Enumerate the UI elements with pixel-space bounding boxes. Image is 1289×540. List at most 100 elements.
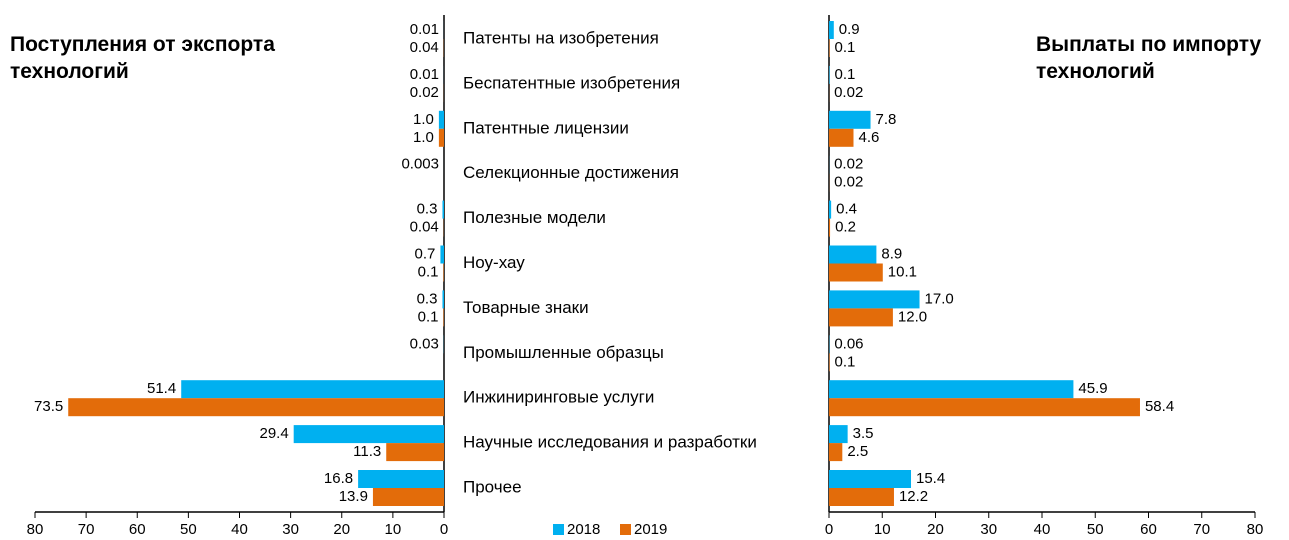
x-tick-label: 20 <box>927 521 944 538</box>
value-label: 0.01 <box>410 21 439 38</box>
value-label: 0.2 <box>835 219 856 236</box>
bar <box>293 425 444 444</box>
bar <box>829 128 854 147</box>
value-label: 12.2 <box>899 488 928 505</box>
value-label: 2.5 <box>847 443 868 460</box>
value-label: 3.5 <box>853 425 874 442</box>
category-label: Патентные лицензии <box>463 118 629 137</box>
bar <box>829 200 832 219</box>
value-label: 0.3 <box>417 201 438 218</box>
bar <box>829 290 920 309</box>
x-tick-label: 30 <box>980 521 997 538</box>
value-label: 45.9 <box>1078 380 1107 397</box>
value-label: 11.3 <box>353 443 381 460</box>
bar <box>829 65 830 84</box>
bar <box>829 443 843 462</box>
value-label: 0.04 <box>410 219 439 236</box>
x-tick-label: 20 <box>333 521 350 538</box>
legend-swatch <box>553 524 564 535</box>
x-tick-label: 50 <box>180 521 197 538</box>
bar <box>372 488 444 506</box>
category-label: Селекционные достижения <box>463 163 679 182</box>
value-label: 16.8 <box>324 470 353 487</box>
value-label: 0.1 <box>418 308 439 325</box>
x-tick-label: 10 <box>874 521 891 538</box>
bar <box>829 488 894 506</box>
x-tick-label: 0 <box>440 521 448 538</box>
bar <box>358 470 444 488</box>
legend-label: 2018 <box>567 521 600 538</box>
value-label: 0.1 <box>418 263 439 280</box>
value-label: 8.9 <box>881 245 902 262</box>
bar <box>829 21 834 39</box>
value-label: 0.7 <box>415 245 436 262</box>
bar <box>829 110 871 129</box>
right-title: Выплаты по импорту технологий <box>1036 33 1262 83</box>
value-label: 4.6 <box>858 129 879 146</box>
x-tick-label: 40 <box>231 521 248 538</box>
x-tick-label: 70 <box>1193 521 1210 538</box>
x-tick-label: 40 <box>1034 521 1051 538</box>
value-label: 0.01 <box>410 66 439 83</box>
value-label: 10.1 <box>888 263 917 280</box>
category-label: Товарные знаки <box>463 298 589 317</box>
category-label: Научные исследования и разработки <box>463 433 757 452</box>
bar <box>386 443 444 462</box>
value-label: 73.5 <box>34 398 63 415</box>
value-label: 58.4 <box>1145 398 1174 415</box>
bar <box>829 470 912 488</box>
category-label: Патенты на изобретения <box>463 28 659 47</box>
bar <box>443 263 444 282</box>
legend-label: 2019 <box>634 521 667 538</box>
value-label: 0.9 <box>839 21 860 38</box>
value-label: 29.4 <box>259 425 288 442</box>
value-label: 0.06 <box>834 335 863 352</box>
category-label: Беспатентные изобретения <box>463 73 680 92</box>
value-label: 17.0 <box>925 290 954 307</box>
bar <box>829 353 830 372</box>
bar <box>442 290 444 309</box>
category-label: Ноу-хау <box>463 253 525 272</box>
x-tick-label: 60 <box>1140 521 1157 538</box>
value-label: 0.3 <box>417 290 438 307</box>
bar <box>68 398 444 417</box>
value-label: 0.1 <box>835 353 856 370</box>
x-tick-label: 60 <box>129 521 146 538</box>
bar <box>440 245 444 264</box>
bar <box>829 308 893 327</box>
value-label: 7.8 <box>876 111 897 128</box>
value-label: 0.4 <box>836 201 857 218</box>
category-label: Прочее <box>463 477 522 496</box>
x-tick-label: 70 <box>78 521 95 538</box>
value-label: 0.04 <box>410 39 439 56</box>
bar <box>438 128 444 147</box>
value-label: 15.4 <box>916 470 945 487</box>
bar <box>829 380 1074 399</box>
value-label: 51.4 <box>147 380 176 397</box>
bar <box>181 380 444 399</box>
x-tick-label: 30 <box>282 521 299 538</box>
bar <box>829 398 1140 417</box>
category-label: Полезные модели <box>463 208 606 227</box>
x-tick-label: 50 <box>1087 521 1104 538</box>
bar <box>442 200 444 219</box>
bar <box>829 425 848 444</box>
bar <box>438 110 444 129</box>
value-label: 12.0 <box>898 308 927 325</box>
value-label: 0.02 <box>410 84 439 101</box>
value-label: 0.02 <box>834 84 863 101</box>
value-label: 13.9 <box>339 488 368 505</box>
category-label: Инжиниринговые услуги <box>463 388 654 407</box>
value-label: 0.1 <box>835 39 856 56</box>
value-label: 1.0 <box>413 129 434 146</box>
value-label: 0.02 <box>834 156 863 173</box>
value-label: 0.1 <box>835 66 856 83</box>
bar <box>829 263 883 282</box>
x-tick-label: 0 <box>825 521 833 538</box>
x-tick-label: 10 <box>385 521 402 538</box>
category-label: Промышленные образцы <box>463 343 664 362</box>
legend-swatch <box>620 524 631 535</box>
value-label: 0.03 <box>410 335 439 352</box>
